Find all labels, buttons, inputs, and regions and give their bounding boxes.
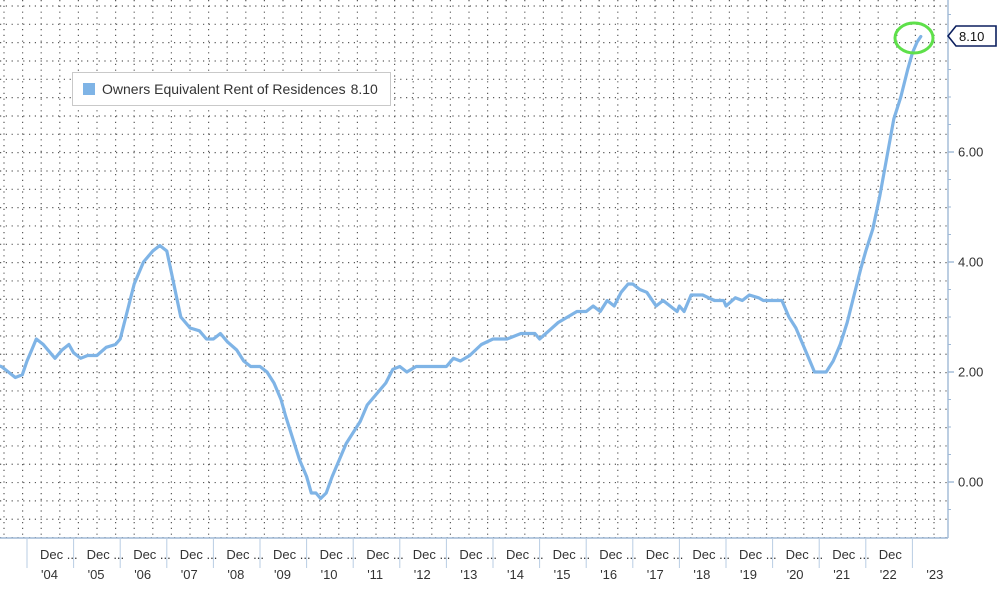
x-tick-month: Dec ... — [133, 547, 171, 562]
x-tick-month: Dec ... — [366, 547, 404, 562]
y-axis: 0.00 2.00 4.00 6.00 — [948, 14, 983, 510]
y-tick-label: 2.00 — [958, 365, 983, 380]
x-tick-year: '07 — [181, 567, 198, 582]
legend-label: Owners Equivalent Rent of Residences — [102, 81, 346, 97]
x-tick-month: Dec ... — [786, 547, 824, 562]
x-tick-year: '04 — [41, 567, 58, 582]
x-tick-year: '16 — [600, 567, 617, 582]
x-tick-year: '11 — [367, 567, 383, 582]
x-tick-year: '06 — [134, 567, 151, 582]
x-tick-year: '17 — [647, 567, 664, 582]
y-tick-label: 0.00 — [958, 475, 983, 490]
x-tick-year: '12 — [414, 567, 431, 582]
x-tick-month: Dec ... — [599, 547, 637, 562]
x-tick-month: Dec ... — [739, 547, 777, 562]
series-line-owners-equivalent-rent — [0, 34, 923, 501]
x-tick-year: '22 — [880, 567, 897, 582]
legend: Owners Equivalent Rent of Residences 8.1… — [72, 72, 391, 106]
x-tick-month: Dec ... — [87, 547, 125, 562]
plot-frame — [0, 0, 949, 539]
x-tick-month: Dec ... — [506, 547, 544, 562]
x-tick-month: Dec ... — [320, 547, 358, 562]
x-tick-month: Dec ... — [832, 547, 870, 562]
x-tick-year: '18 — [693, 567, 710, 582]
x-tick-year: '20 — [787, 567, 804, 582]
legend-swatch — [83, 83, 95, 95]
x-tick-year: '23 — [926, 567, 943, 582]
x-tick-month: Dec ... — [646, 547, 684, 562]
x-tick-year: '13 — [460, 567, 477, 582]
x-tick-month: Dec — [879, 547, 903, 562]
last-value-tag: 8.10 — [946, 25, 997, 47]
last-value-label: 8.10 — [959, 29, 984, 44]
legend-value: 8.10 — [350, 81, 378, 97]
x-tick-year: '09 — [274, 567, 291, 582]
x-tick-year: '15 — [554, 567, 571, 582]
x-tick-month: Dec ... — [180, 547, 218, 562]
last-value-tag-shape — [946, 25, 997, 47]
x-tick-year: '08 — [227, 567, 244, 582]
x-tick-month: Dec ... — [413, 547, 451, 562]
x-tick-month: Dec ... — [273, 547, 311, 562]
x-axis: '04 '05 '06 '07 '08 '09 '10 '11 '12 '13 '14 '15 '16 '… — [26, 538, 943, 582]
x-tick-month: Dec ... — [226, 547, 264, 562]
x-tick-month: Dec ... — [692, 547, 730, 562]
x-tick-year: '19 — [740, 567, 757, 582]
highlight-circle — [893, 21, 935, 55]
x-tick-year: '05 — [88, 567, 105, 582]
x-tick-month: Dec ... — [553, 547, 591, 562]
y-tick-label: 6.00 — [958, 145, 983, 160]
x-tick-year: '10 — [321, 567, 338, 582]
x-tick-year: '21 — [833, 567, 850, 582]
y-tick-label: 4.00 — [958, 255, 983, 270]
x-tick-month: Dec ... — [459, 547, 497, 562]
x-tick-year: '14 — [507, 567, 524, 582]
x-tick-month: Dec ... — [40, 547, 78, 562]
